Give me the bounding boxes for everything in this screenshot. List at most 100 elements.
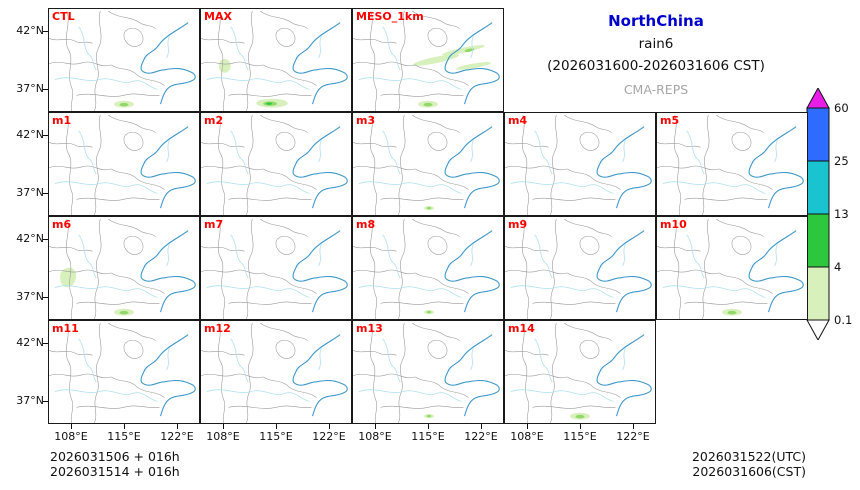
y-tick-label: 37°N xyxy=(16,186,44,199)
y-tick-mark xyxy=(43,89,48,90)
map-canvas xyxy=(657,218,804,319)
x-tick-label: 122°E xyxy=(312,430,346,443)
map-canvas xyxy=(49,218,196,319)
y-tick-mark xyxy=(43,31,48,32)
x-tick-label: 115°E xyxy=(411,430,445,443)
panel-label: m9 xyxy=(508,218,528,231)
map-canvas xyxy=(49,322,196,423)
panel-label: m14 xyxy=(508,322,535,335)
y-tick-label: 42°N xyxy=(16,128,44,141)
map-panel-m13: m13 xyxy=(352,320,504,424)
panel-label: m4 xyxy=(508,114,528,127)
y-tick-mark xyxy=(43,401,48,402)
colorbar-label: 0.1 xyxy=(834,313,853,327)
panel-label: m2 xyxy=(204,114,224,127)
panel-label: m11 xyxy=(52,322,79,335)
x-tick-label: 108°E xyxy=(54,430,88,443)
title-period: (2026031600-2026031606 CST) xyxy=(547,58,765,74)
x-tick-label: 115°E xyxy=(259,430,293,443)
map-canvas xyxy=(353,10,500,111)
map-canvas xyxy=(505,218,652,319)
x-tick-label: 122°E xyxy=(464,430,498,443)
colorbar-label: 25 xyxy=(834,154,849,168)
footer-init-line-2: 2026031514 + 016h xyxy=(50,464,180,479)
panel-label: m7 xyxy=(204,218,224,231)
panel-label: m13 xyxy=(356,322,383,335)
map-canvas xyxy=(505,114,652,215)
x-tick-mark xyxy=(481,424,482,429)
panel-label: m8 xyxy=(356,218,376,231)
x-tick-label: 115°E xyxy=(563,430,597,443)
map-panel-m5: m5 xyxy=(656,112,808,216)
map-canvas xyxy=(505,322,652,423)
y-tick-label: 42°N xyxy=(16,24,44,37)
map-panel-MESO_1km: MESO_1km xyxy=(352,8,504,112)
x-tick-mark xyxy=(329,424,330,429)
map-panel-m4: m4 xyxy=(504,112,656,216)
title-variable: rain6 xyxy=(638,36,674,52)
y-tick-label: 37°N xyxy=(16,290,44,303)
x-tick-label: 108°E xyxy=(510,430,544,443)
y-tick-mark xyxy=(43,297,48,298)
map-panel-m3: m3 xyxy=(352,112,504,216)
map-canvas xyxy=(657,114,804,215)
x-tick-mark xyxy=(177,424,178,429)
y-tick-mark xyxy=(43,343,48,344)
panel-label: MESO_1km xyxy=(356,10,424,23)
colorbar-label: 13 xyxy=(834,207,849,221)
footer-init-line-1: 2026031506 + 016h xyxy=(50,449,180,464)
panel-label: m1 xyxy=(52,114,72,127)
y-tick-mark xyxy=(43,135,48,136)
panel-label: m5 xyxy=(660,114,680,127)
map-canvas xyxy=(353,114,500,215)
footer-valid-utc: 2026031522(UTC) xyxy=(691,449,806,464)
map-canvas xyxy=(353,322,500,423)
colorbar xyxy=(806,86,830,342)
title-region: NorthChina xyxy=(608,12,704,30)
map-panel-MAX: MAX xyxy=(200,8,352,112)
map-canvas xyxy=(201,114,348,215)
y-tick-label: 37°N xyxy=(16,394,44,407)
map-panel-m1: m1 xyxy=(48,112,200,216)
map-canvas xyxy=(201,10,348,111)
footer-valid-times: 2026031522(UTC) 2026031606(CST) xyxy=(692,449,806,479)
map-panel-m11: m11 xyxy=(48,320,200,424)
panel-label: MAX xyxy=(204,10,232,23)
x-tick-label: 122°E xyxy=(160,430,194,443)
x-tick-mark xyxy=(527,424,528,429)
x-tick-mark xyxy=(633,424,634,429)
map-canvas xyxy=(353,218,500,319)
title-model: CMA-REPS xyxy=(623,82,689,97)
x-tick-mark xyxy=(428,424,429,429)
map-panel-m7: m7 xyxy=(200,216,352,320)
footer-valid-cst: 2026031606(CST) xyxy=(692,464,806,479)
map-panel-m6: m6 xyxy=(48,216,200,320)
map-panel-m2: m2 xyxy=(200,112,352,216)
y-tick-mark xyxy=(43,239,48,240)
map-canvas xyxy=(49,10,196,111)
colorbar-label: 4 xyxy=(834,260,842,274)
panel-label: m3 xyxy=(356,114,376,127)
x-tick-mark xyxy=(276,424,277,429)
map-panel-m9: m9 xyxy=(504,216,656,320)
map-panel-CTL: CTL xyxy=(48,8,200,112)
map-canvas xyxy=(49,114,196,215)
map-panel-m8: m8 xyxy=(352,216,504,320)
map-panel-m10: m10 xyxy=(656,216,808,320)
y-tick-mark xyxy=(43,193,48,194)
y-tick-label: 42°N xyxy=(16,232,44,245)
map-canvas xyxy=(201,322,348,423)
footer-init-times: 2026031506 + 016h 2026031514 + 016h xyxy=(50,449,180,479)
colorbar-label: 60 xyxy=(834,101,849,115)
map-panel-m12: m12 xyxy=(200,320,352,424)
y-tick-label: 42°N xyxy=(16,336,44,349)
map-panel-m14: m14 xyxy=(504,320,656,424)
panel-label: m6 xyxy=(52,218,72,231)
x-tick-label: 115°E xyxy=(107,430,141,443)
x-tick-label: 108°E xyxy=(206,430,240,443)
colorbar-scale xyxy=(806,86,830,342)
panel-label: m10 xyxy=(660,218,687,231)
y-tick-label: 37°N xyxy=(16,82,44,95)
x-tick-mark xyxy=(580,424,581,429)
